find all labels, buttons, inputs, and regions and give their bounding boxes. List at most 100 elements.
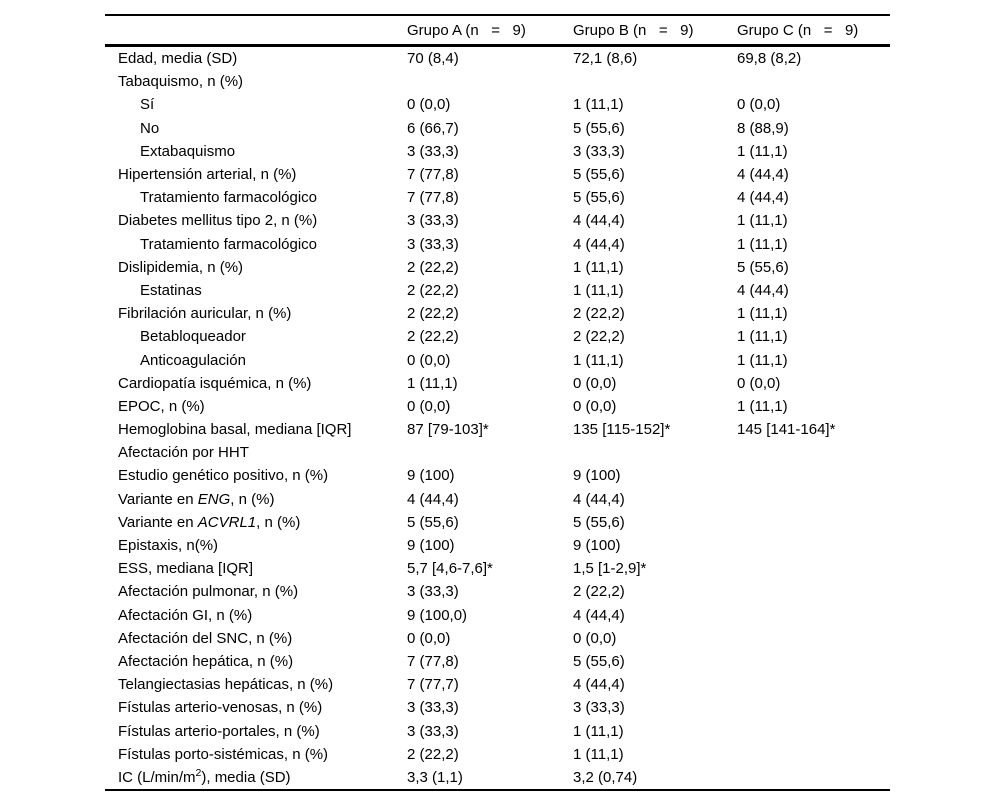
row-label-segment: Afectación GI, n (%) (118, 606, 253, 624)
cell-value: 0 (0,0) (737, 96, 781, 114)
table-row: Fibrilación auricular, n (%) 2 (22,2) 2 (2… (105, 302, 890, 325)
cell-value: 5 (55,6) (573, 652, 625, 670)
row-label: Hipertensión arterial, n (%) (105, 163, 407, 186)
row-label: Betabloqueador (105, 325, 407, 348)
cell-value (737, 743, 890, 766)
row-label-segment: Variante en (118, 490, 198, 508)
cell-value: 2 (22,2) (573, 583, 625, 601)
table-row: Fístulas porto-sistémicas, n (%) 2 (22,2)… (105, 743, 890, 766)
cell-value: 0 (0,0) (407, 96, 451, 114)
cell-value: 7 (77,8) (407, 189, 459, 207)
row-label: Anticoagulación (105, 348, 407, 371)
cell-value: 4 (44,4) (573, 212, 625, 230)
cell-value (737, 766, 890, 790)
row-label-segment: Afectación hepática, n (%) (118, 652, 294, 670)
clinical-characteristics-table: Grupo A (n = 9) Grupo B (n = 9) Grupo C (n… (105, 14, 890, 791)
cell-value: 4 (44,4) (737, 166, 789, 184)
cell-value: 72,1 (8,6) (573, 50, 638, 68)
table-row: Betabloqueador 2 (22,2) 2 (22,2) 1 (11,1) (105, 325, 890, 348)
table-row: Tabaquismo, n (%) (105, 70, 890, 93)
row-label: Afectación del SNC, n (%) (105, 627, 407, 650)
cell-value: 0 (0,0) (407, 629, 451, 647)
row-label: Sí (105, 93, 407, 116)
cell-value: 5 (55,6) (573, 513, 625, 531)
group-header: Grupo A (n = 9) (407, 21, 526, 39)
cell-value: 0 (0,0) (573, 629, 617, 647)
cell-value: 2 (22,2) (407, 258, 459, 276)
table-row: Anticoagulación 0 (0,0) 1 (11,1) 1 (11,1) (105, 348, 890, 371)
row-label: ESS, mediana [IQR] (105, 557, 407, 580)
row-label: EPOC, n (%) (105, 395, 407, 418)
header-empty-cell (105, 15, 407, 46)
row-label: Diabetes mellitus tipo 2, n (%) (105, 209, 407, 232)
cell-value: 1 (11,1) (573, 96, 624, 114)
row-label-segment: Edad, media (SD) (118, 50, 238, 68)
table-row: Afectación pulmonar, n (%) 3 (33,3) 2 (22,… (105, 580, 890, 603)
cell-value: 1 (11,1) (737, 305, 788, 323)
cell-value (737, 534, 890, 557)
cell-value (737, 604, 890, 627)
row-label-segment: 2 (195, 766, 202, 779)
cell-value: 2 (22,2) (407, 328, 459, 346)
table-row: Telangiectasias hepáticas, n (%) 7 (77,7)… (105, 673, 890, 696)
row-label-segment: Telangiectasias hepáticas, n (%) (118, 676, 334, 694)
row-label-segment: Betabloqueador (140, 328, 246, 346)
row-label: Telangiectasias hepáticas, n (%) (105, 673, 407, 696)
cell-value: 3 (33,3) (407, 583, 459, 601)
table-row: Extabaquismo 3 (33,3) 3 (33,3) 1 (11,1) (105, 140, 890, 163)
row-label: Fístulas arterio-portales, n (%) (105, 719, 407, 742)
row-label-segment: ESS, mediana [IQR] (118, 560, 254, 578)
cell-value (737, 557, 890, 580)
cell-value (573, 70, 737, 93)
table-row: Edad, media (SD) 70 (8,4) 72,1 (8,6) 69,8 (… (105, 46, 890, 71)
row-label-segment: ), media (SD) (201, 768, 291, 786)
table-body: Edad, media (SD) 70 (8,4) 72,1 (8,6) 69,8 (… (105, 46, 890, 791)
cell-value: 135 [115-152]* (573, 421, 671, 439)
row-label-segment: Afectación pulmonar, n (%) (118, 583, 299, 601)
table-row: Diabetes mellitus tipo 2, n (%) 3 (33,3) 4… (105, 209, 890, 232)
row-label-segment: Dislipidemia, n (%) (118, 258, 244, 276)
cell-value: 1 (11,1) (737, 142, 788, 160)
row-label: Afectación hepática, n (%) (105, 650, 407, 673)
cell-value: 0 (0,0) (737, 374, 781, 392)
row-label: Tratamiento farmacológico (105, 233, 407, 256)
row-label: Afectación por HHT (105, 441, 407, 464)
table-row: Estatinas 2 (22,2) 1 (11,1) 4 (44,4) (105, 279, 890, 302)
cell-value: 1 (11,1) (573, 351, 624, 369)
cell-value: 1 (11,1) (407, 374, 458, 392)
row-label-segment: Estatinas (140, 281, 202, 299)
row-label: Edad, media (SD) (105, 46, 407, 71)
cell-value: 3,3 (1,1) (407, 768, 463, 786)
cell-value: 145 [141-164]* (737, 421, 836, 439)
cell-value: 8 (88,9) (737, 119, 789, 137)
cell-value: 5 (55,6) (737, 258, 789, 276)
cell-value: 3 (33,3) (407, 722, 459, 740)
row-label-segment: No (140, 119, 160, 137)
row-label-segment: Epistaxis, n(%) (118, 537, 219, 555)
row-label-segment: Cardiopatía isquémica, n (%) (118, 374, 312, 392)
cell-value: 1 (11,1) (737, 351, 788, 369)
row-label: Afectación GI, n (%) (105, 604, 407, 627)
cell-value: 7 (77,8) (407, 652, 459, 670)
table-row: Epistaxis, n(%) 9 (100) 9 (100) (105, 534, 890, 557)
table-row: IC (L/min/m2), media (SD) 3,3 (1,1) 3,2 (0… (105, 766, 890, 790)
cell-value (407, 441, 573, 464)
cell-value: 4 (44,4) (407, 490, 459, 508)
cell-value (737, 488, 890, 511)
cell-value: 1,5 [1-2,9]* (573, 560, 647, 578)
cell-value: 4 (44,4) (573, 606, 625, 624)
row-label-segment: Extabaquismo (140, 142, 236, 160)
table-row: Afectación por HHT (105, 441, 890, 464)
cell-value: 0 (0,0) (573, 397, 617, 415)
group-header: Grupo C (n = 9) (737, 21, 859, 39)
row-label: Fibrilación auricular, n (%) (105, 302, 407, 325)
cell-value: 5 (55,6) (573, 189, 625, 207)
row-label: Tabaquismo, n (%) (105, 70, 407, 93)
row-label: Variante en ACVRL1, n (%) (105, 511, 407, 534)
cell-value: 1 (11,1) (737, 235, 788, 253)
cell-value: 3,2 (0,74) (573, 768, 638, 786)
cell-value: 9 (100,0) (407, 606, 468, 624)
cell-value: 0 (0,0) (407, 351, 451, 369)
row-label: IC (L/min/m2), media (SD) (105, 766, 407, 790)
cell-value: 4 (44,4) (573, 235, 625, 253)
